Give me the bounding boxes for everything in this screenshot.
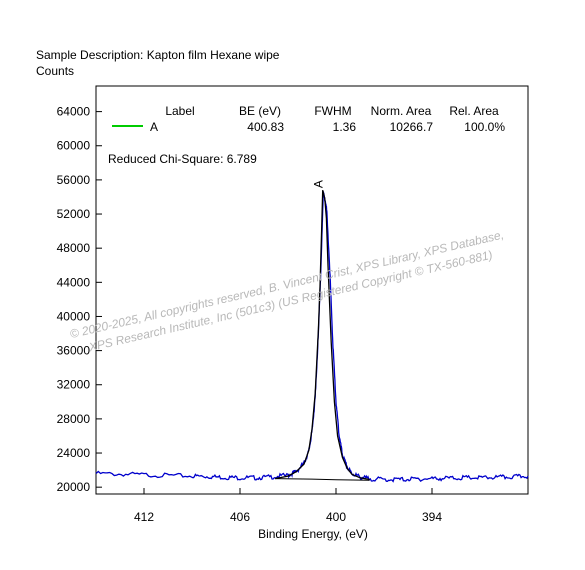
y-tick-label: 44000 [57, 275, 91, 289]
y-tick-label: 60000 [57, 139, 91, 153]
chi-square-label: Reduced Chi-Square: 6.789 [108, 152, 257, 166]
legend-header-fwhm: FWHM [314, 104, 351, 118]
legend-row-be: 400.83 [247, 120, 284, 134]
y-tick-label: 24000 [57, 446, 91, 460]
y-tick-label: 52000 [57, 207, 91, 221]
y-tick-label: 20000 [57, 480, 91, 494]
legend-row-label: A [150, 120, 158, 134]
y-tick-label: 56000 [57, 173, 91, 187]
legend: Label BE (eV) FWHM Norm. Area Rel. Area … [112, 104, 505, 134]
peak-label-a: A [312, 180, 326, 188]
legend-header-norm-area: Norm. Area [371, 104, 432, 118]
series-measured [95, 191, 529, 483]
x-axis-label: Binding Energy, (eV) [258, 527, 368, 541]
y-tick-label: 40000 [57, 309, 91, 323]
legend-header-rel-area: Rel. Area [449, 104, 499, 118]
x-axis: 412 406 400 394 [134, 488, 442, 524]
y-tick-label: 48000 [57, 241, 91, 255]
legend-header-be: BE (eV) [239, 104, 281, 118]
x-tick-label: 400 [326, 510, 346, 524]
x-tick-label: 394 [422, 510, 442, 524]
series-background [275, 478, 370, 481]
legend-row-rel-area: 100.0% [464, 120, 505, 134]
legend-row-norm-area: 10266.7 [390, 120, 434, 134]
y-tick-label: 36000 [57, 344, 91, 358]
sample-description: Sample Description: Kapton film Hexane w… [36, 48, 280, 62]
series-layer [95, 189, 529, 483]
legend-row-fwhm: 1.36 [333, 120, 357, 134]
y-tick-label: 32000 [57, 378, 91, 392]
x-tick-label: 406 [230, 510, 250, 524]
y-axis: 20000 24000 28000 32000 36000 40000 44000 48000… [57, 105, 102, 494]
y-tick-label: 64000 [57, 105, 91, 119]
y-tick-label: 28000 [57, 412, 91, 426]
legend-header-label: Label [165, 104, 194, 118]
series-peak-A-envelope [275, 189, 370, 481]
x-tick-label: 412 [134, 510, 154, 524]
y-axis-label: Counts [36, 64, 74, 78]
